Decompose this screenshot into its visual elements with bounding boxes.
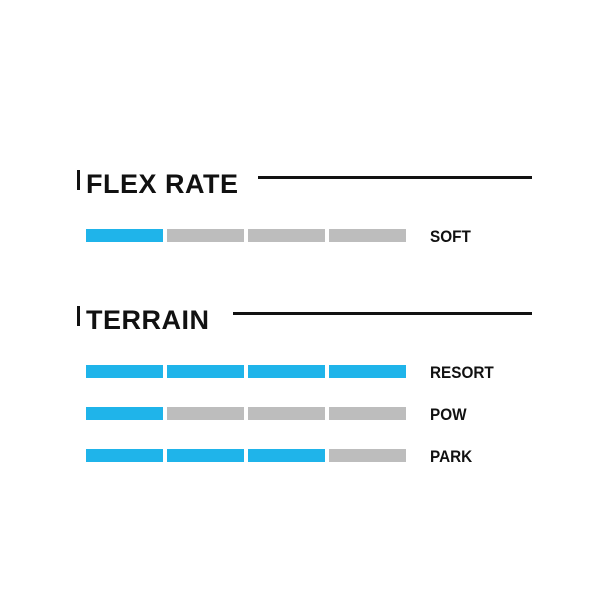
rating-label: SOFT [430,227,471,246]
rating-segment-filled [86,449,163,462]
rating-bar [86,449,406,462]
rating-segment-empty [167,229,244,242]
rating-segment-filled [86,407,163,420]
rating-segment-filled [86,229,163,242]
heading-marker [77,306,80,326]
heading-rule [258,176,532,179]
rating-label: POW [430,405,467,424]
rating-label: PARK [430,447,473,466]
rating-bar [86,365,406,378]
rating-label: RESORT [430,363,494,382]
rating-bar [86,407,406,420]
rating-segment-empty [329,449,406,462]
rating-segment-empty [248,407,325,420]
rating-segment-empty [248,229,325,242]
rating-segment-filled [167,449,244,462]
rating-bar [86,229,406,242]
rating-segment-empty [329,407,406,420]
rating-segment-filled [167,365,244,378]
rating-segment-filled [248,365,325,378]
heading-marker [77,170,80,190]
rating-segment-filled [329,365,406,378]
rating-segment-filled [86,365,163,378]
heading-rule [233,312,532,315]
rating-segment-empty [329,229,406,242]
flex-rate-heading: FLEX RATE [86,169,239,199]
rating-segment-filled [248,449,325,462]
rating-segment-empty [167,407,244,420]
terrain-heading: TERRAIN [86,305,210,335]
